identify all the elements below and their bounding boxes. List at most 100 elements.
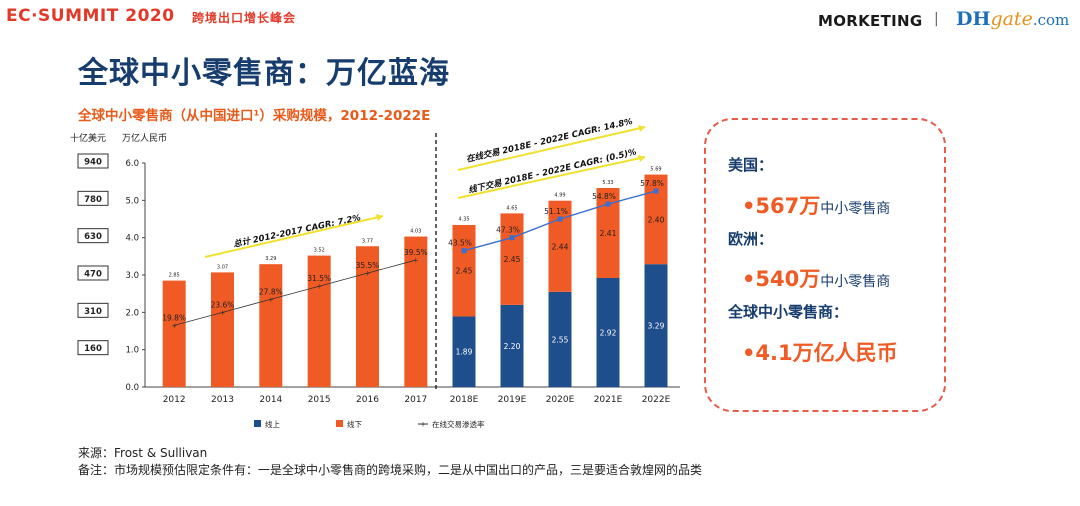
x-tick-label: 2015: [308, 395, 331, 405]
usd-box: [77, 228, 109, 244]
y-tick-label: 3.0: [125, 271, 139, 281]
dhgate-logo-com: .com: [1032, 11, 1070, 29]
usd-box-label: 940: [84, 158, 102, 168]
bar-offline: [644, 174, 668, 265]
penetration-marker: +: [316, 283, 322, 291]
usd-box-label: 160: [84, 344, 102, 354]
x-tick-label: 2021E: [594, 395, 623, 405]
bar-offline-label: 2.40: [648, 215, 665, 224]
eu-stat-unit: 中小零售商: [820, 274, 891, 290]
legend-swatch-offline: [336, 420, 343, 427]
bar-online: [500, 304, 524, 387]
eu-stat: •540万中小零售商: [742, 263, 890, 293]
global-label: 全球中小零售商：: [728, 303, 849, 321]
bar-offline: [452, 224, 476, 317]
global-stat-value: •4.1万亿人民币: [742, 341, 898, 365]
y-unit-left: 十亿美元: [70, 132, 106, 144]
penetration-marker: +: [171, 322, 177, 330]
dhgate-logo-gate: gate: [990, 8, 1033, 30]
us-label: 美国：: [728, 156, 774, 174]
usd-box-label: 630: [84, 232, 102, 242]
penetration-marker: [557, 216, 563, 222]
penetration-marker: [509, 235, 515, 241]
usd-box: [77, 190, 109, 206]
y-unit-right: 万亿人民币: [122, 132, 167, 144]
penetration-label: 57.8%: [640, 179, 664, 188]
bar-online: [548, 291, 572, 387]
x-tick-label: 2016: [356, 395, 379, 405]
usd-box: [77, 340, 109, 356]
x-tick-label: 2019E: [498, 395, 527, 405]
legend-swatch-online: [254, 420, 261, 427]
bar-online: [452, 316, 476, 387]
usd-box-label: 780: [84, 195, 102, 205]
cagr-arrow-total: [204, 215, 384, 258]
cagr-arrow-total-head: [376, 214, 383, 221]
x-tick-label: 2012: [163, 395, 186, 405]
legend-marker-rate: +: [420, 421, 426, 429]
y-tick-label: 5.0: [125, 196, 139, 206]
bar-total-label: 4.03: [410, 229, 421, 235]
y-tick-label: 0.0: [125, 383, 139, 393]
bar-online: [644, 264, 668, 387]
cagr-arrow-online-head: [638, 125, 645, 132]
morketing-logo: MORKETING: [818, 12, 923, 30]
cagr-arrow-online: [457, 126, 646, 171]
penetration-marker: +: [365, 270, 371, 278]
x-tick-label: 2017: [404, 395, 427, 405]
eu-label: 欧洲：: [728, 230, 774, 248]
bar-total-label: 4.99: [554, 193, 565, 199]
legend-label-online: 线上: [265, 419, 280, 429]
bar-offline: [548, 200, 572, 292]
bar-offline: [356, 246, 379, 387]
penetration-marker: +: [413, 257, 419, 265]
bar-offline: [404, 236, 428, 387]
bar-offline: [500, 213, 524, 305]
source-footnote: 来源：Frost & Sullivan: [78, 446, 208, 460]
penetration-label: 31.5%: [307, 274, 331, 283]
us-stat-value: •567万: [742, 194, 821, 218]
penetration-marker: +: [220, 309, 226, 317]
bar-offline: [259, 264, 283, 387]
bar-total-label: 3.29: [265, 256, 276, 262]
event-subtitle: 跨境出口增长峰会: [192, 11, 297, 25]
penetration-label: 23.6%: [211, 300, 235, 309]
bar-online-label: 3.29: [648, 322, 665, 331]
bar-offline-label: 2.44: [552, 242, 569, 251]
bar-online-label: 2.55: [552, 335, 569, 344]
y-tick-label: 2.0: [125, 308, 139, 318]
penetration-marker: [653, 188, 659, 194]
usd-box-label: 470: [84, 270, 102, 280]
event-brand-logo: EC·SUMMIT 2020: [6, 6, 175, 26]
bar-offline: [211, 272, 234, 387]
penetration-label: 47.3%: [496, 226, 520, 235]
usd-box-label: 310: [84, 307, 102, 317]
bar-online: [596, 277, 620, 387]
x-tick-label: 2020E: [546, 395, 575, 405]
remark-footnote: 备注：市场规模预估限定条件有：一是全球中小零售商的跨境采购，二是从中国出口的产品…: [78, 463, 703, 477]
bar-total-label: 3.77: [362, 238, 373, 244]
penetration-label: 51.1%: [544, 207, 568, 216]
x-tick-label: 2014: [259, 395, 282, 405]
penetration-label: 39.5%: [404, 248, 428, 257]
bar-total-label: 2.85: [169, 273, 180, 279]
bar-total-label: 5.69: [650, 167, 661, 173]
dhgate-logo: DHgate.com: [956, 8, 1069, 30]
x-tick-label: 2018E: [450, 395, 479, 405]
bar-offline: [307, 255, 331, 387]
bar-total-label: 5.33: [602, 180, 613, 186]
logo-separator: |: [934, 11, 939, 27]
bar-total-label: 4.35: [458, 217, 469, 223]
penetration-label: 43.5%: [448, 239, 472, 248]
penetration-label: 19.8%: [162, 313, 186, 322]
bar-online-label: 2.92: [600, 328, 617, 337]
bar-offline-label: 2.41: [600, 229, 617, 238]
chart-subtitle: 全球中小零售商（从中国进口¹）采购规模，2012-2022E: [78, 108, 431, 124]
bar-offline: [596, 188, 620, 278]
penetration-line-historical: [174, 259, 416, 326]
bar-online-label: 1.89: [456, 348, 473, 357]
bar-offline-label: 2.45: [456, 267, 473, 276]
bar-online-label: 2.20: [504, 342, 521, 351]
penetration-marker: [605, 201, 611, 207]
usd-box: [77, 153, 109, 169]
